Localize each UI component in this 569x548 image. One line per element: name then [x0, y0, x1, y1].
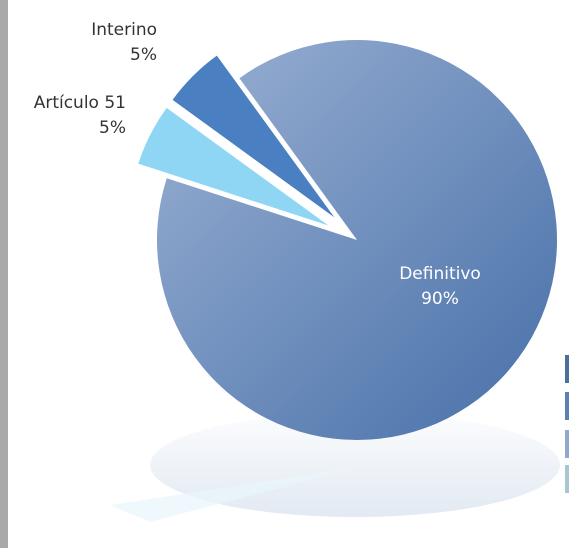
side-strip — [0, 0, 8, 548]
slice-value-label: 5% — [99, 118, 126, 138]
legend-swatch — [565, 430, 569, 458]
legend-swatch — [565, 392, 569, 420]
legend-swatch — [565, 465, 569, 493]
legend-swatch — [565, 355, 569, 383]
legend-stub — [565, 355, 569, 493]
slice-label: Definitivo — [399, 264, 481, 284]
slice-label: Interino — [91, 20, 157, 40]
slice-value-label: 90% — [421, 289, 459, 309]
pie-slice — [138, 107, 329, 226]
pie-slice — [172, 55, 335, 218]
pie-slice — [156, 40, 558, 441]
slice-value-label: 5% — [130, 45, 157, 65]
reflection — [110, 468, 355, 522]
slice-label: Artículo 51 — [34, 93, 126, 113]
